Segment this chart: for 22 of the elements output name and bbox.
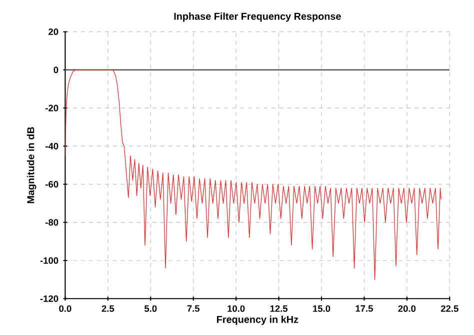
chart-title: Inphase Filter Frequency Response <box>174 12 341 22</box>
y-tick-label: -120 <box>40 295 58 302</box>
x-tick-label: 10.0 <box>228 305 245 312</box>
x-tick-label: 5.0 <box>144 305 157 312</box>
x-tick-label: 0.0 <box>59 305 72 312</box>
y-tick-label: -60 <box>46 180 58 188</box>
x-tick-label: 17.5 <box>356 305 373 312</box>
y-axis-title: Magnitude in dB <box>26 126 36 203</box>
x-axis-title: Frequency in kHz <box>217 315 298 325</box>
y-tick-label: -20 <box>46 104 58 112</box>
y-tick-label: 0 <box>54 66 58 73</box>
y-tick-label: -80 <box>46 218 58 226</box>
x-tick-label: 15.0 <box>313 305 330 312</box>
y-tick-label: -100 <box>40 257 58 264</box>
y-tick-label: -40 <box>46 142 58 150</box>
x-tick-label: 20.0 <box>398 305 416 312</box>
y-tick-label: 20 <box>48 28 58 35</box>
x-tick-label: 12.5 <box>270 305 288 312</box>
x-tick-label: 2.5 <box>102 305 114 312</box>
line-series <box>65 69 442 280</box>
x-tick-label: 7.5 <box>187 305 200 312</box>
x-tick-label: 22.5 <box>440 305 458 312</box>
